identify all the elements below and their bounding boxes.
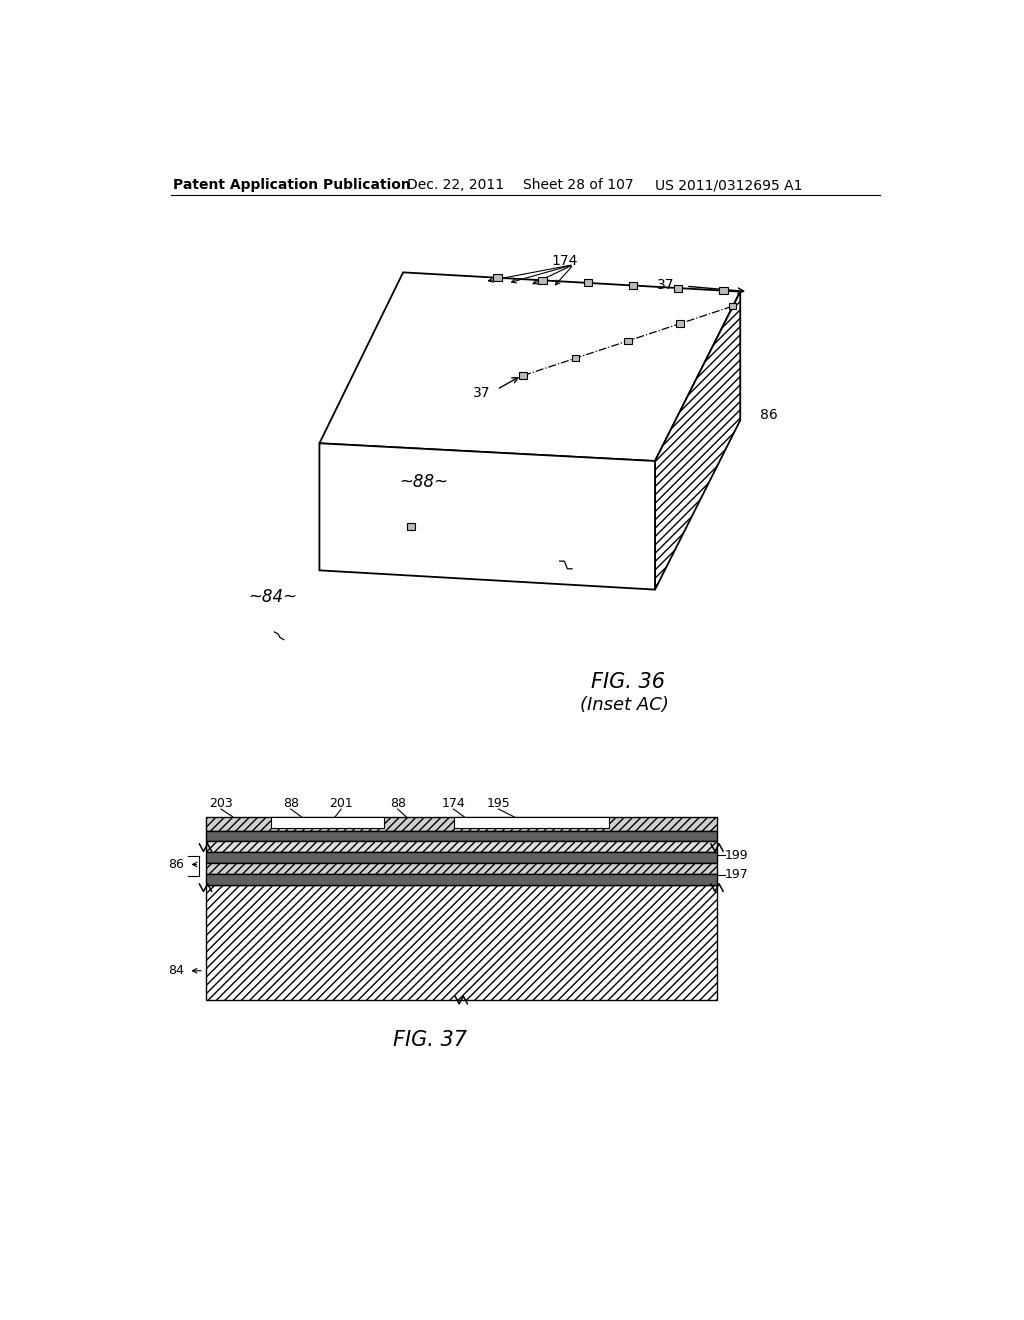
Polygon shape [539,277,547,284]
Text: 195: 195 [486,797,510,810]
Bar [206,884,717,1001]
Polygon shape [655,292,740,590]
Bar [206,830,717,841]
Polygon shape [519,372,527,379]
Polygon shape [674,285,682,292]
Bar [206,863,717,874]
Text: ~84~: ~84~ [248,589,297,606]
Text: 174: 174 [441,797,465,810]
Bar [206,874,717,884]
Text: 86: 86 [760,408,777,422]
Polygon shape [571,355,580,362]
Text: 86: 86 [168,858,183,871]
Text: 88: 88 [283,797,299,810]
Polygon shape [494,275,502,281]
Text: Sheet 28 of 107: Sheet 28 of 107 [523,178,634,193]
Text: 37: 37 [473,387,490,400]
Text: FIG. 36: FIG. 36 [592,672,666,692]
Polygon shape [719,288,728,294]
Text: FIG. 37: FIG. 37 [393,1030,467,1049]
Text: (Inset AC): (Inset AC) [580,696,669,714]
Bar [206,853,717,863]
Polygon shape [407,524,415,529]
Text: 203: 203 [209,797,232,810]
Text: Patent Application Publication: Patent Application Publication [173,178,411,193]
Bar [271,817,384,829]
Text: 37: 37 [657,279,675,293]
Polygon shape [629,282,637,289]
Polygon shape [319,272,740,461]
Text: Dec. 22, 2011: Dec. 22, 2011 [407,178,504,193]
Polygon shape [729,304,736,309]
Text: 201: 201 [330,797,353,810]
Text: 197: 197 [725,869,749,880]
Bar [454,817,608,829]
Polygon shape [319,444,655,590]
Bar [206,841,717,853]
Text: 84: 84 [168,964,183,977]
Bar [206,817,717,830]
Polygon shape [676,321,684,326]
Polygon shape [624,338,632,345]
Text: 88: 88 [390,797,406,810]
Polygon shape [584,280,592,286]
Text: US 2011/0312695 A1: US 2011/0312695 A1 [655,178,803,193]
Text: 199: 199 [725,849,749,862]
Text: 174: 174 [551,253,578,268]
Text: ~88~: ~88~ [399,473,449,491]
